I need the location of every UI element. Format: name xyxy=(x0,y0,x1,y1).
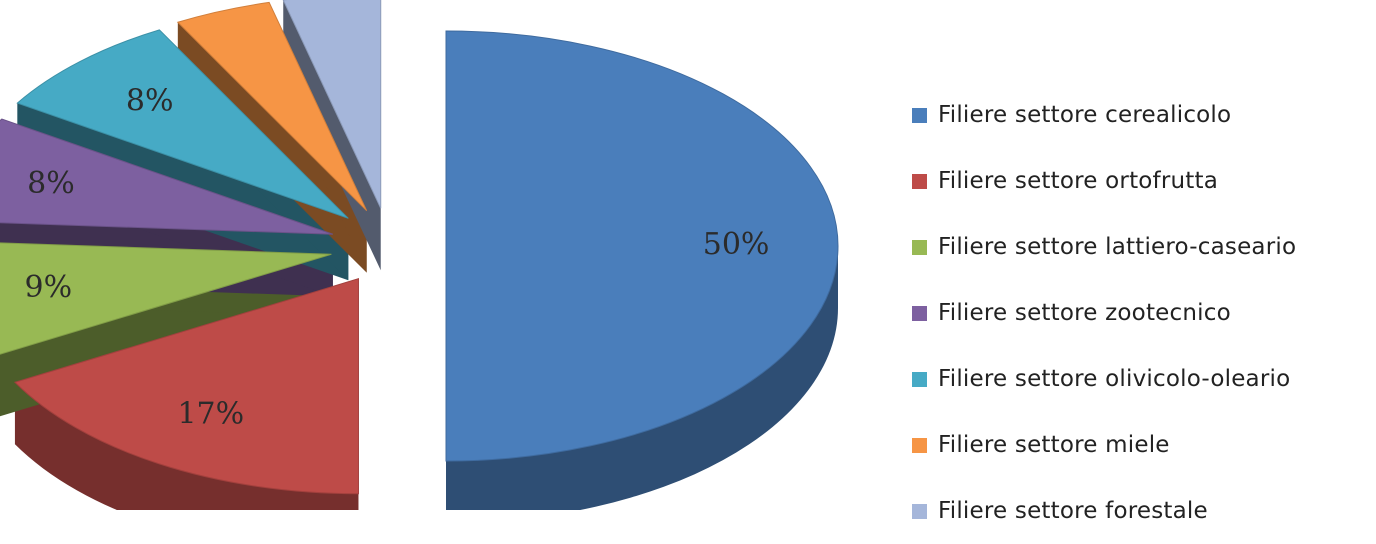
legend-item-5: Filiere settore miele xyxy=(912,412,1372,478)
legend-label-4: Filiere settore olivicolo-oleario xyxy=(938,366,1291,392)
pie-slice-6 xyxy=(282,0,382,209)
legend-label-1: Filiere settore ortofrutta xyxy=(938,168,1219,194)
legend-swatch-3 xyxy=(912,305,927,321)
legend-swatch-1 xyxy=(912,173,927,189)
pie-slice-0 xyxy=(445,30,839,462)
legend-label-0: Filiere settore cerealicolo xyxy=(938,102,1232,128)
slice-rim-1-0 xyxy=(14,382,359,510)
legend-swatch-5 xyxy=(912,437,927,453)
legend-item-2: Filiere settore lattiero-caseario xyxy=(912,214,1372,280)
legend-item-3: Filiere settore zootecnico xyxy=(912,280,1372,346)
slice-tops xyxy=(0,0,839,495)
legend-label-3: Filiere settore zootecnico xyxy=(938,300,1231,326)
legend-swatch-2 xyxy=(912,239,927,255)
legend-item-0: Filiere settore cerealicolo xyxy=(912,82,1372,148)
data-label-3: 8% xyxy=(27,166,75,201)
pie-chart: 50%17%9%8%8%4%4% xyxy=(0,0,839,510)
data-label-4: 8% xyxy=(126,83,174,118)
data-label-0: 50% xyxy=(703,227,770,262)
legend-label-2: Filiere settore lattiero-caseario xyxy=(938,234,1297,260)
slice-rim-0-0 xyxy=(446,246,838,510)
pie-slice-4 xyxy=(16,29,349,219)
legend-swatch-0 xyxy=(912,107,927,123)
legend-item-6: Filiere settore forestale xyxy=(912,478,1372,544)
legend-item-4: Filiere settore olivicolo-oleario xyxy=(912,346,1372,412)
legend-item-1: Filiere settore ortofrutta xyxy=(912,148,1372,214)
legend-label-6: Filiere settore forestale xyxy=(938,498,1208,524)
pie-slice-1 xyxy=(14,278,359,495)
pie-slice-5 xyxy=(176,1,368,212)
legend-label-5: Filiere settore miele xyxy=(938,432,1170,458)
pie-slice-2 xyxy=(0,242,332,355)
pie-slice-3 xyxy=(0,118,334,235)
data-label-2: 9% xyxy=(25,270,73,305)
slice-wall-6-0 xyxy=(283,0,381,271)
data-labels: 50%17%9%8%8%4%4% xyxy=(25,83,770,432)
data-label-1: 17% xyxy=(177,397,244,432)
legend-swatch-6 xyxy=(912,503,927,519)
legend: Filiere settore cerealicolo Filiere setto… xyxy=(912,82,1372,544)
legend-swatch-4 xyxy=(912,371,927,387)
